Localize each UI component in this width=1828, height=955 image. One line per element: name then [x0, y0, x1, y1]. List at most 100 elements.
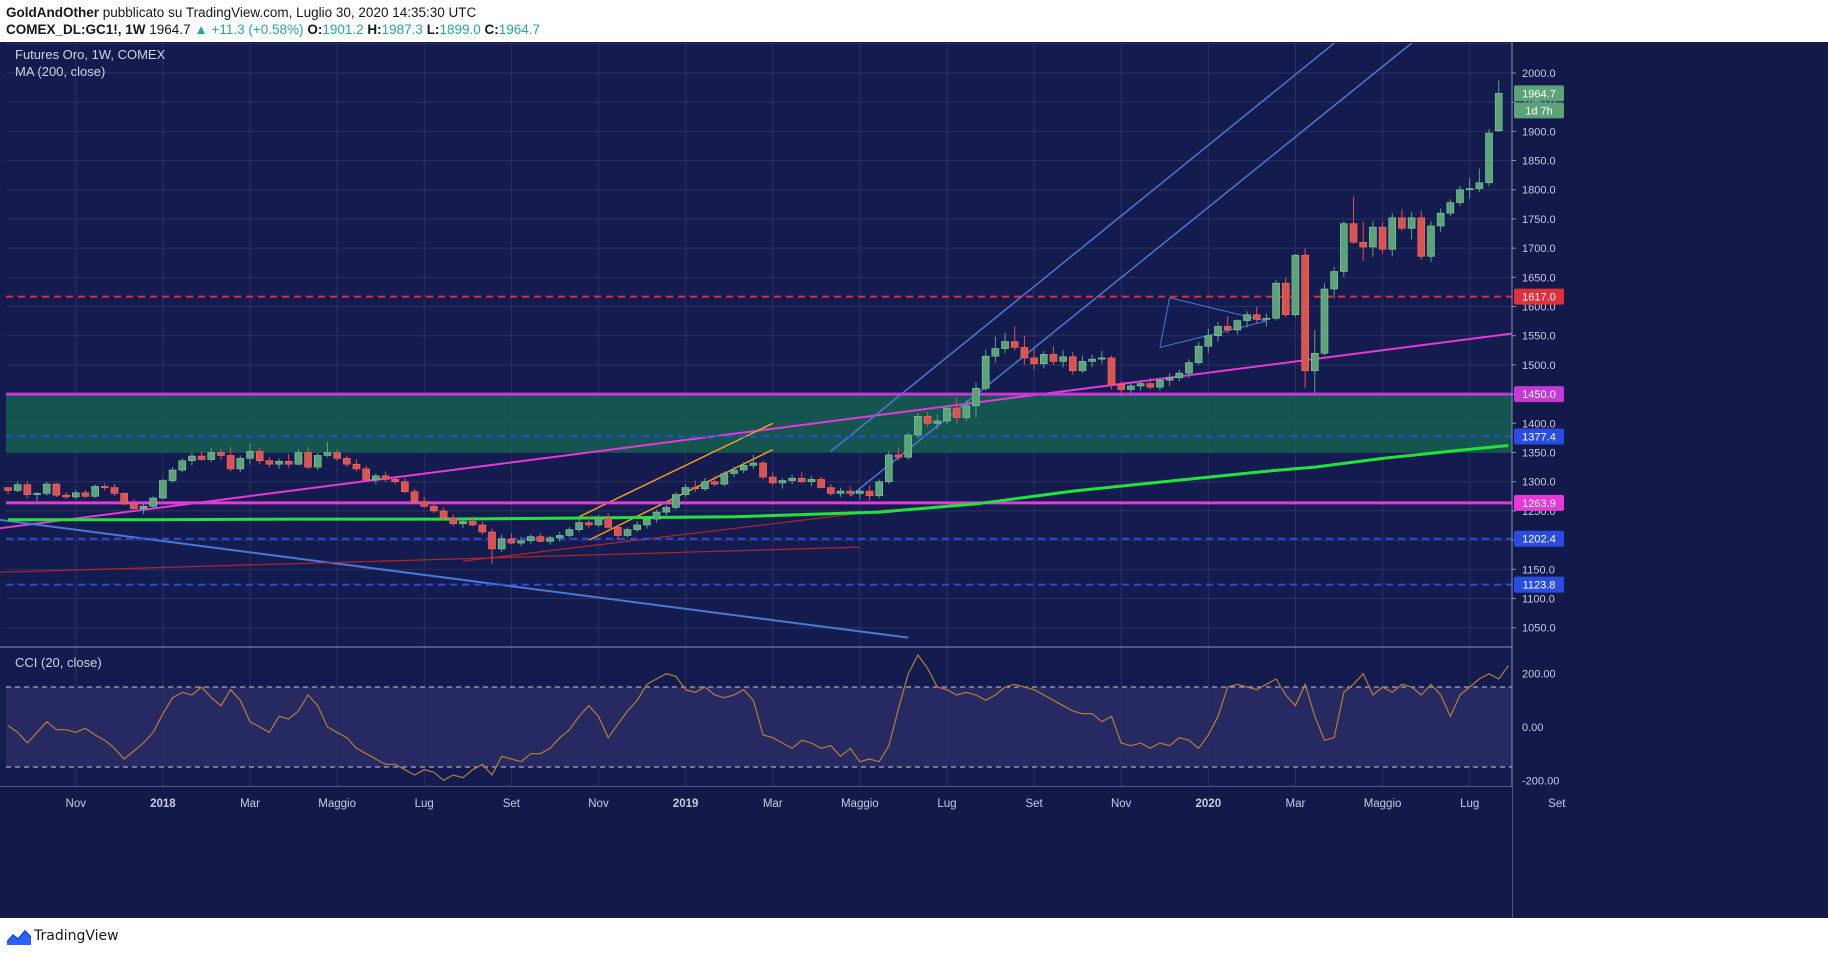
candle-body[interactable]	[1320, 288, 1329, 354]
candle-body[interactable]	[894, 454, 903, 458]
candle-body[interactable]	[188, 455, 196, 462]
candle-body[interactable]	[1223, 326, 1232, 331]
candle-body[interactable]	[1233, 320, 1242, 331]
candle-body[interactable]	[1185, 362, 1193, 374]
candle-body[interactable]	[352, 463, 361, 470]
candle-body[interactable]	[197, 455, 206, 460]
chart-canvas[interactable]: 1050.01100.01150.01200.01250.01300.01350…	[0, 42, 1828, 918]
candle-body[interactable]	[217, 452, 225, 456]
candle-body[interactable]	[517, 540, 525, 544]
candle-body[interactable]	[807, 479, 816, 483]
candle-body[interactable]	[826, 487, 835, 494]
candle-body[interactable]	[594, 517, 603, 526]
candle-body[interactable]	[168, 469, 177, 481]
candle-body[interactable]	[1243, 314, 1251, 321]
candle-body[interactable]	[62, 494, 70, 498]
candle-body[interactable]	[391, 479, 400, 483]
candle-body[interactable]	[1030, 357, 1038, 365]
candle-body[interactable]	[1417, 217, 1426, 257]
candle-body[interactable]	[1146, 383, 1155, 388]
candle-body[interactable]	[1049, 354, 1058, 362]
candle-body[interactable]	[633, 524, 642, 530]
candle-body[interactable]	[739, 465, 748, 471]
candle-body[interactable]	[846, 490, 854, 494]
candle-body[interactable]	[120, 493, 128, 505]
candle-body[interactable]	[1127, 385, 1135, 390]
candle-body[interactable]	[342, 458, 351, 465]
candle-body[interactable]	[304, 452, 312, 468]
candle-body[interactable]	[555, 535, 564, 539]
candle-body[interactable]	[1494, 93, 1503, 132]
candle-body[interactable]	[275, 460, 283, 465]
candle-body[interactable]	[226, 455, 235, 470]
candle-body[interactable]	[749, 462, 758, 466]
candle-body[interactable]	[1427, 225, 1435, 257]
candle-body[interactable]	[1465, 188, 1474, 191]
candle-body[interactable]	[575, 522, 583, 530]
candle-body[interactable]	[13, 484, 22, 491]
candle-body[interactable]	[52, 483, 61, 496]
candle-body[interactable]	[788, 477, 796, 481]
candle-body[interactable]	[652, 511, 661, 520]
candle-body[interactable]	[1156, 379, 1164, 388]
candle-body[interactable]	[1165, 377, 1174, 381]
candle-body[interactable]	[449, 517, 458, 525]
candle-body[interactable]	[865, 490, 874, 497]
candle-body[interactable]	[914, 416, 922, 436]
candle-body[interactable]	[497, 538, 506, 550]
candle-body[interactable]	[875, 481, 884, 497]
candle-body[interactable]	[1175, 372, 1184, 379]
candle-body[interactable]	[1330, 271, 1338, 290]
candle-body[interactable]	[1485, 132, 1493, 184]
candle-body[interactable]	[401, 481, 409, 492]
candle-body[interactable]	[507, 538, 516, 544]
candle-body[interactable]	[1136, 383, 1145, 387]
candle-body[interactable]	[1059, 356, 1067, 362]
candle-body[interactable]	[284, 460, 293, 465]
candle-body[interactable]	[236, 458, 245, 470]
candle-body[interactable]	[1262, 317, 1271, 320]
candle-body[interactable]	[91, 486, 99, 497]
candle-body[interactable]	[246, 451, 254, 459]
candle-body[interactable]	[149, 497, 157, 507]
candle-body[interactable]	[778, 480, 787, 484]
candle-body[interactable]	[333, 452, 341, 459]
candle-body[interactable]	[584, 522, 593, 526]
candle-body[interactable]	[1446, 202, 1455, 214]
author-name[interactable]: GoldAndOther	[6, 5, 99, 20]
candle-body[interactable]	[420, 501, 429, 507]
candle-body[interactable]	[885, 454, 893, 483]
candle-body[interactable]	[526, 536, 535, 542]
tradingview-logo-icon[interactable]	[6, 928, 32, 946]
candle-body[interactable]	[710, 481, 719, 485]
candle-body[interactable]	[372, 475, 380, 481]
candle-body[interactable]	[1001, 341, 1009, 349]
candle-body[interactable]	[1010, 341, 1019, 348]
candle-body[interactable]	[972, 387, 980, 407]
candle-body[interactable]	[1388, 217, 1397, 250]
candle-body[interactable]	[1301, 254, 1309, 372]
symbol-label[interactable]: COMEX_DL:GC1!, 1W	[6, 22, 146, 37]
candle-body[interactable]	[981, 355, 990, 389]
candle-body[interactable]	[439, 510, 448, 519]
candle-body[interactable]	[23, 484, 32, 495]
candle-body[interactable]	[1107, 357, 1116, 386]
candle-body[interactable]	[81, 492, 90, 497]
candle-body[interactable]	[623, 529, 632, 536]
candle-body[interactable]	[730, 469, 738, 474]
candle-body[interactable]	[856, 490, 864, 494]
candle-body[interactable]	[313, 455, 322, 468]
candle-body[interactable]	[604, 517, 612, 528]
candle-body[interactable]	[1407, 217, 1416, 229]
candle-body[interactable]	[614, 526, 622, 536]
candle-body[interactable]	[1378, 226, 1387, 250]
candle-body[interactable]	[33, 493, 41, 495]
candle-body[interactable]	[1291, 254, 1300, 316]
candle-body[interactable]	[672, 494, 680, 508]
candle-body[interactable]	[546, 537, 554, 542]
candle-body[interactable]	[768, 476, 777, 484]
candle-body[interactable]	[488, 531, 496, 550]
candle-body[interactable]	[1311, 352, 1319, 372]
candle-body[interactable]	[207, 452, 216, 460]
candle-body[interactable]	[701, 481, 709, 490]
